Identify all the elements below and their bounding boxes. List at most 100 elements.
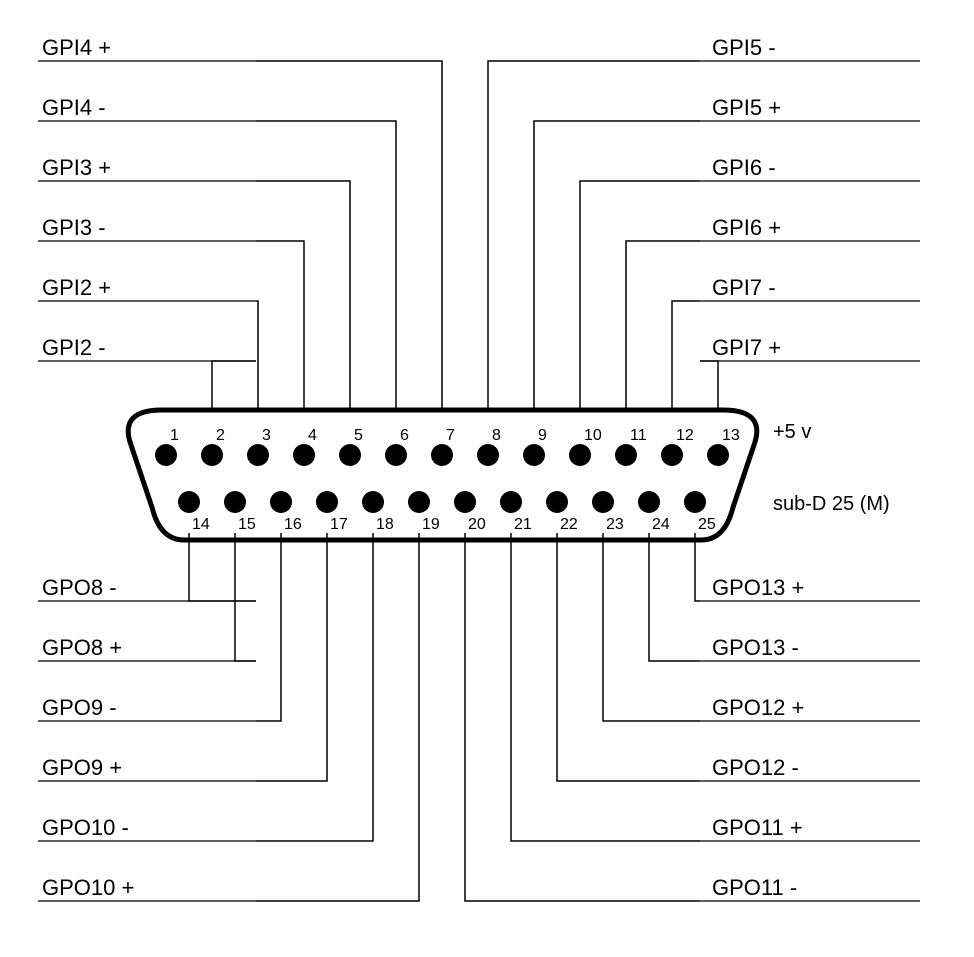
signal-label-pin-11: GPI6 +: [712, 215, 781, 240]
pin-11: [615, 444, 637, 466]
callout-wire-pin-17: [256, 533, 327, 781]
pin-2: [201, 444, 223, 466]
pin-number-20: 20: [468, 516, 486, 533]
pin-number-6: 6: [400, 427, 409, 444]
pin-number-11: 11: [630, 427, 647, 444]
callout-wire-pin-16: [256, 533, 281, 721]
pin-6: [385, 444, 407, 466]
signal-label-pin-12: GPI7 -: [712, 275, 776, 300]
signal-label-pin-16: GPO9 -: [42, 695, 117, 720]
signal-label-pin-6: GPI4 -: [42, 95, 106, 120]
callout-wire-pin-21: [511, 533, 700, 841]
signal-label-pin-15: GPO8 +: [42, 635, 122, 660]
pin-number-21: 21: [514, 516, 532, 533]
pin-number-16: 16: [284, 516, 302, 533]
signal-label-pin-13: GPI7 +: [712, 335, 781, 360]
signal-label-pin-3: GPI2 +: [42, 275, 111, 300]
callout-wire-pin-15: [235, 533, 256, 661]
signal-label-pin-4: GPI3 -: [42, 215, 106, 240]
pin-1: [155, 444, 177, 466]
callout-wire-pin-25: [695, 533, 700, 601]
callout-wire-pin-13: [700, 361, 718, 410]
voltage-label: +5 v: [773, 421, 811, 443]
pin-number-10: 10: [584, 427, 602, 444]
pin-4: [293, 444, 315, 466]
pin-10: [569, 444, 591, 466]
connector-label: sub-D 25 (M): [773, 493, 890, 515]
signal-label-pin-2: GPI2 -: [42, 335, 106, 360]
callout-wire-pin-22: [557, 533, 700, 781]
pin-18: [362, 491, 384, 513]
signal-label-pin-22: GPO12 -: [712, 755, 799, 780]
pin-3: [247, 444, 269, 466]
pin-number-14: 14: [192, 516, 210, 533]
pin-number-8: 8: [492, 427, 501, 444]
pin-22: [546, 491, 568, 513]
callout-wire-pin-2: [212, 361, 256, 410]
pin-number-15: 15: [238, 516, 256, 533]
signal-label-pin-23: GPO12 +: [712, 695, 804, 720]
pin-number-4: 4: [308, 427, 317, 444]
pin-8: [477, 444, 499, 466]
callout-wire-pin-24: [649, 533, 700, 661]
pin-number-17: 17: [330, 516, 348, 533]
callout-wire-pin-5: [256, 181, 350, 410]
callout-wire-pin-23: [603, 533, 700, 721]
signal-label-pin-9: GPI5 +: [712, 95, 781, 120]
callout-wire-pin-11: [626, 241, 700, 410]
pin-19: [408, 491, 430, 513]
pin-number-1: 1: [170, 427, 179, 444]
signal-label-pin-7: GPI4 +: [42, 35, 111, 60]
pin-7: [431, 444, 453, 466]
signal-label-pin-19: GPO10 +: [42, 875, 134, 900]
pin-20: [454, 491, 476, 513]
callout-wire-pin-3: [256, 301, 258, 410]
signal-label-pin-21: GPO11 +: [712, 815, 803, 840]
pin-number-24: 24: [652, 516, 670, 533]
callout-wire-pin-9: [534, 121, 700, 410]
callout-wire-pin-7: [256, 61, 442, 410]
signal-label-pin-5: GPI3 +: [42, 155, 111, 180]
callout-wire-pin-18: [256, 533, 373, 841]
pin-number-23: 23: [606, 516, 624, 533]
pin-17: [316, 491, 338, 513]
callout-wire-pin-4: [256, 241, 304, 410]
pin-13: [707, 444, 729, 466]
pin-25: [684, 491, 706, 513]
callout-wire-pin-6: [256, 121, 396, 410]
pin-23: [592, 491, 614, 513]
pinout-diagram: 1234567891011121314151617181920212223242…: [0, 0, 974, 957]
pin-number-19: 19: [422, 516, 440, 533]
pin-number-5: 5: [354, 427, 363, 444]
signal-label-pin-10: GPI6 -: [712, 155, 776, 180]
pin-number-22: 22: [560, 516, 578, 533]
callout-wire-pin-20: [465, 533, 700, 901]
signal-label-pin-18: GPO10 -: [42, 815, 129, 840]
pin-21: [500, 491, 522, 513]
callout-wire-pin-8: [488, 61, 700, 410]
signal-label-pin-25: GPO13 +: [712, 575, 804, 600]
signal-label-pin-17: GPO9 +: [42, 755, 122, 780]
pin-number-18: 18: [376, 516, 394, 533]
signal-label-pin-14: GPO8 -: [42, 575, 117, 600]
pin-12: [661, 444, 683, 466]
pin-9: [523, 444, 545, 466]
pin-15: [224, 491, 246, 513]
callout-wire-pin-12: [672, 301, 700, 410]
pin-16: [270, 491, 292, 513]
signal-label-pin-24: GPO13 -: [712, 635, 799, 660]
callout-wire-pin-10: [580, 181, 700, 410]
pin-24: [638, 491, 660, 513]
pin-number-9: 9: [538, 427, 547, 444]
signal-label-pin-8: GPI5 -: [712, 35, 776, 60]
pin-number-7: 7: [446, 427, 455, 444]
pin-number-25: 25: [698, 516, 716, 533]
pin-number-13: 13: [722, 427, 740, 444]
pin-number-2: 2: [216, 427, 225, 444]
pin-number-3: 3: [262, 427, 271, 444]
pin-5: [339, 444, 361, 466]
signal-label-pin-20: GPO11 -: [712, 875, 797, 900]
callout-wire-pin-14: [189, 533, 256, 601]
pin-14: [178, 491, 200, 513]
pin-number-12: 12: [676, 427, 694, 444]
